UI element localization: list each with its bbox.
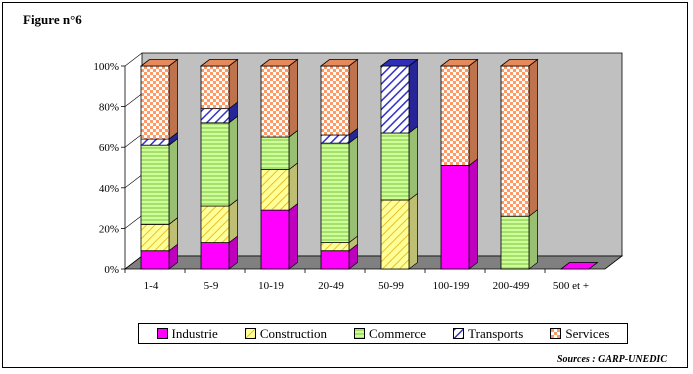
bar-segment-services <box>440 65 470 166</box>
bar-segment-construction <box>200 205 230 244</box>
bar-segment-side <box>288 202 298 270</box>
bar-segment-side <box>468 58 478 167</box>
y-tick-label: 20% <box>99 223 119 235</box>
y-depth-line <box>124 215 143 229</box>
bar-top-face <box>199 59 239 67</box>
x-tick-label: 200-499 <box>493 280 530 292</box>
bar-segment-construction <box>320 242 350 252</box>
bar-segment-commerce <box>320 142 350 244</box>
y-depth-line <box>124 52 143 67</box>
y-depth-line <box>124 174 143 189</box>
y-depth-line <box>124 133 143 148</box>
bar-segment-commerce <box>380 132 410 201</box>
bar-segment-services <box>500 65 530 217</box>
bar-top-face <box>319 59 359 67</box>
x-tick-label: 1-4 <box>144 280 159 292</box>
legend-swatch <box>354 328 366 339</box>
bar-segment-industrie <box>260 209 290 270</box>
bar-segment-transports <box>380 65 410 134</box>
bar-segment-industrie <box>320 250 350 270</box>
x-tick-label: 20-49 <box>318 280 344 292</box>
bar-segment-side <box>528 209 538 270</box>
bar-segment-commerce <box>140 144 170 225</box>
bar-segment-side <box>468 158 478 270</box>
legend-item-industrie: Industrie <box>156 325 218 342</box>
source-note: Sources : GARP-UNEDIC <box>556 354 667 365</box>
bar-empty-top <box>559 262 599 270</box>
legend-item-commerce: Commerce <box>354 326 426 342</box>
legend-swatch <box>453 328 465 339</box>
bar-segment-side <box>288 162 298 211</box>
x-tick-label: 100-199 <box>433 280 470 292</box>
x-tick-label: 10-19 <box>258 280 284 292</box>
bar-segment-commerce <box>200 122 230 207</box>
bar-segment-industrie <box>200 242 230 270</box>
plot-floor <box>123 255 624 270</box>
legend-label: Transports <box>468 325 524 341</box>
bar-segment-services <box>200 65 230 110</box>
legend-swatch <box>550 328 562 339</box>
y-depth-line <box>124 255 143 270</box>
bar-segment-side <box>408 125 418 201</box>
bar-top-face <box>499 59 539 67</box>
bar-segment-side <box>348 58 358 136</box>
y-tick-label: 100% <box>93 61 119 73</box>
legend-item-services: Services <box>550 326 609 342</box>
bar-segment-services <box>140 65 170 140</box>
bar-segment-construction <box>380 199 410 270</box>
bar-segment-transports <box>200 108 230 124</box>
bar-segment-side <box>408 58 418 134</box>
bar-segment-services <box>320 65 350 136</box>
bar-top-face <box>379 59 419 67</box>
bar-top-face <box>439 59 479 67</box>
bar-segment-commerce <box>260 136 290 170</box>
bar-segment-commerce <box>500 215 530 270</box>
bar-top-face <box>139 59 179 67</box>
bar-segment-services <box>260 65 290 138</box>
x-tick-label: 5-9 <box>204 280 219 292</box>
bar-top-face <box>259 59 299 67</box>
x-tick-label: 500 et + <box>553 280 589 292</box>
legend-label: Industrie <box>171 325 218 341</box>
legend-item-construction: Construction <box>244 325 327 342</box>
bar-segment-side <box>228 58 238 110</box>
y-depth-line <box>124 93 143 107</box>
bar-segment-transports <box>140 138 170 146</box>
bar-segment-side <box>528 58 538 217</box>
figure-frame: Figure n°6 0% 20% 40% 60% <box>2 2 688 368</box>
y-tick-label: 60% <box>99 142 119 154</box>
bar-segment-construction <box>260 169 290 211</box>
legend-swatch <box>244 328 256 339</box>
bar-segment-transports <box>320 134 350 144</box>
bar-segment-side <box>228 115 238 207</box>
bar-segment-construction <box>140 223 170 252</box>
bar-segment-side <box>348 135 358 244</box>
bar-segment-side <box>288 58 298 138</box>
bar-segment-industrie <box>440 165 470 270</box>
bar-segment-industrie <box>140 250 170 270</box>
figure-label: Figure n°6 <box>23 12 82 27</box>
legend-label: Construction <box>259 325 327 341</box>
y-tick-label: 80% <box>99 102 119 114</box>
y-tick-label: 40% <box>99 183 119 195</box>
legend: Industrie Construction Commerce Transports S… <box>138 323 628 344</box>
legend-swatch <box>156 328 168 339</box>
bar-segment-side <box>168 137 178 226</box>
y-tick-label: 0% <box>104 264 119 276</box>
stacked-bar-chart: 0% 20% 40% 60% 80% 100% 1-4 5-9 10-19 20-49 50-99 1… <box>93 52 624 292</box>
x-tick-label: 50-99 <box>378 280 404 292</box>
legend-label: Commerce <box>369 325 427 341</box>
bar-segment-side <box>168 58 178 140</box>
bar-segment-side <box>228 198 238 244</box>
bar-segment-side <box>408 192 418 270</box>
legend-label: Services <box>565 325 610 341</box>
legend-item-transports: Transports <box>453 326 523 342</box>
